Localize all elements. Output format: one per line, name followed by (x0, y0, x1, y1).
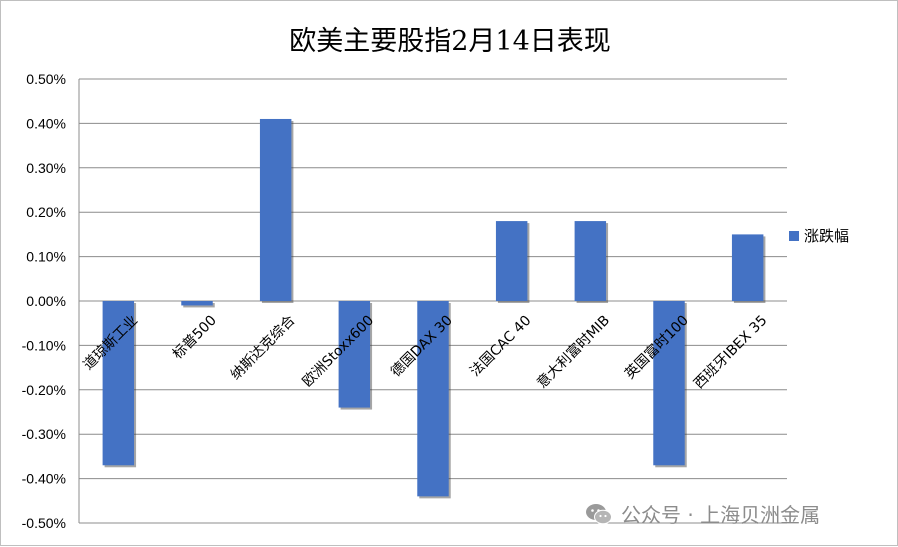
legend-label: 涨跌幅 (804, 227, 850, 245)
bar (102, 301, 135, 466)
wechat-icon (586, 503, 612, 524)
bar (181, 301, 213, 306)
y-tick-label: 0.20% (26, 204, 66, 220)
y-tick-label: -0.40% (22, 471, 66, 487)
y-tick-label: 0.40% (26, 115, 66, 131)
x-tick-label: 纳斯达克综合 (228, 313, 299, 384)
legend: 涨跌幅 (789, 225, 849, 246)
bar (338, 301, 371, 408)
x-tick-label: 标普500 (170, 313, 220, 363)
y-tick-label: -0.30% (22, 426, 66, 442)
bar (417, 301, 449, 497)
watermark-text: 公众号 · 上海贝洲金属 (621, 503, 821, 527)
y-tick-label: -0.10% (22, 337, 66, 353)
x-tick-label: 西班牙IBEX 35 (691, 313, 771, 393)
y-tick-label: -0.20% (22, 382, 66, 398)
legend-swatch (789, 230, 799, 241)
y-tick-label: 0.10% (26, 249, 66, 265)
bar (731, 234, 764, 301)
bar (574, 221, 607, 301)
bar (495, 221, 528, 301)
y-tick-label: 0.00% (26, 293, 66, 309)
y-tick-label: 0.50% (26, 71, 66, 87)
x-tick-label: 法国CAC 40 (467, 313, 534, 380)
watermark: 公众号 · 上海贝洲金属 (585, 499, 820, 528)
chart-title: 欧美主要股指2月14日表现 (289, 26, 611, 57)
bar (259, 118, 292, 302)
bar (653, 301, 685, 466)
y-tick-label: -0.50% (22, 515, 66, 531)
x-tick-label: 意大利富时MIB (533, 312, 613, 392)
y-tick-label: 0.30% (26, 160, 66, 176)
